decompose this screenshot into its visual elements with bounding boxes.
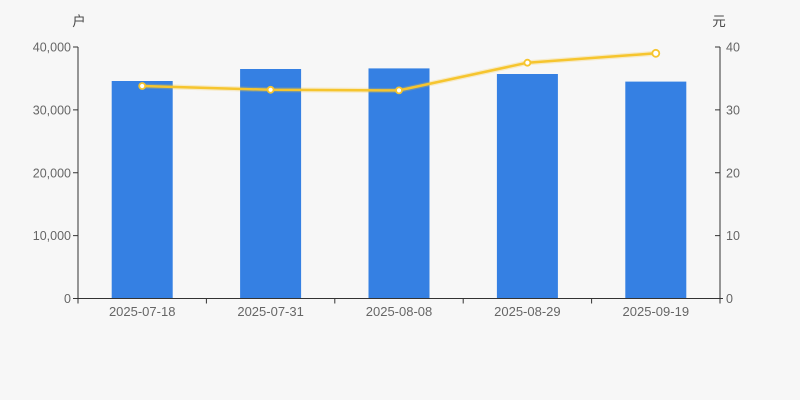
bar-2025-08-29	[496, 74, 558, 299]
price-point-2025-08-08	[395, 86, 403, 95]
right-axis-tick-label: 40	[726, 41, 740, 55]
price-point-2025-07-18	[138, 82, 147, 90]
right-axis-tick-label: 10	[726, 229, 740, 243]
x-axis-label-2025-08-08: 2025-08-08	[366, 304, 433, 319]
right-axis-tick-label: 0	[726, 292, 733, 306]
bar-2025-08-08	[368, 68, 430, 299]
right-axis-tick-label: 20	[726, 166, 740, 180]
left-axis-tick-label: 10,000	[33, 229, 71, 243]
bar-2025-07-31	[240, 69, 302, 299]
price-point-2025-09-19	[651, 48, 661, 58]
bar-2025-09-19	[625, 81, 687, 299]
right-axis-unit-label: 元	[712, 14, 726, 29]
left-axis-tick-label: 20,000	[33, 166, 71, 180]
x-axis-label-2025-09-19: 2025-09-19	[623, 304, 690, 319]
price-point-2025-08-29	[523, 58, 532, 67]
right-axis-tick-label: 30	[726, 103, 740, 117]
bar-2025-07-18	[111, 81, 173, 299]
x-axis-label-2025-08-29: 2025-08-29	[494, 304, 561, 319]
left-axis-tick-label: 30,000	[33, 103, 71, 117]
x-axis-label-2025-07-31: 2025-07-31	[237, 304, 304, 319]
left-axis-unit-label: 户	[72, 14, 86, 29]
left-axis-tick-label: 40,000	[33, 41, 71, 55]
x-axis-label-2025-07-18: 2025-07-18	[109, 304, 176, 319]
price-point-2025-07-31	[266, 85, 275, 94]
left-axis-tick-label: 0	[64, 292, 71, 306]
